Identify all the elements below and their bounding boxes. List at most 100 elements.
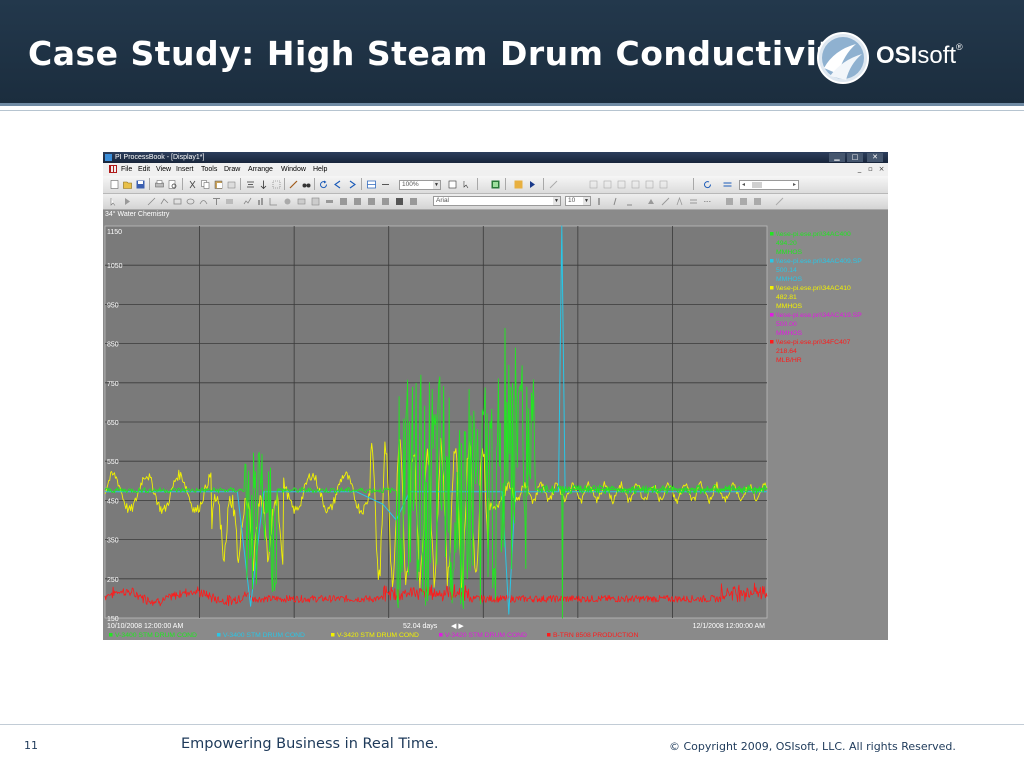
rectangle-tool-icon[interactable]	[173, 197, 182, 206]
legend-swatch	[770, 259, 774, 263]
menu-insert[interactable]: Insert	[176, 166, 194, 173]
print-icon[interactable]	[155, 180, 164, 189]
rotate-tool-icon[interactable]	[753, 197, 762, 206]
menu-help[interactable]: Help	[313, 166, 328, 173]
header-divider	[0, 103, 1024, 106]
maximize-button[interactable]: □	[847, 153, 863, 162]
minimize-button[interactable]: ▁	[829, 153, 845, 162]
xy-plot-tool-icon[interactable]	[269, 197, 278, 206]
grid-tool-icon[interactable]	[339, 197, 348, 206]
run-mode-icon[interactable]	[491, 180, 500, 189]
menu-window[interactable]: Window	[281, 166, 306, 173]
button-tool-icon[interactable]	[297, 197, 306, 206]
bar-tool-icon[interactable]	[256, 197, 265, 206]
link-tool-icon[interactable]	[325, 197, 334, 206]
back-arrow-icon[interactable]	[333, 180, 342, 189]
line-tool-icon[interactable]	[147, 197, 156, 206]
footer-tagline: Empowering Business in Real Time.	[181, 736, 439, 752]
disabled-tool-icon	[645, 180, 654, 189]
y-tick-label: 850	[107, 342, 119, 349]
legend-units: MLB/HR	[776, 357, 802, 364]
zoom-tool-icon[interactable]	[725, 197, 734, 206]
build-mode-icon[interactable]	[514, 180, 523, 189]
pointer-icon[interactable]	[123, 197, 132, 206]
trend-chart[interactable]: 1150 1050 950 850 750 650 550 450 350 250 150 \\ese…	[103, 210, 888, 640]
window-icon[interactable]	[448, 180, 457, 189]
pan-tool-icon[interactable]	[739, 197, 748, 206]
line-style-icon[interactable]	[703, 197, 712, 206]
document-icon[interactable]	[109, 165, 117, 173]
font-name-select[interactable]: Arial ▼	[433, 196, 561, 206]
y-tick-label: 550	[107, 459, 119, 466]
underline-icon[interactable]	[625, 197, 634, 206]
trend-refresh-icon[interactable]	[703, 180, 712, 189]
arc-tool-icon[interactable]	[199, 197, 208, 206]
line-color-icon[interactable]	[661, 197, 670, 206]
binoculars-icon[interactable]	[302, 180, 311, 189]
trend-display[interactable]: 1150 1050 950 850 750 650 550 450 350 250 150 \\ese…	[103, 210, 888, 640]
delete-icon[interactable]	[227, 180, 236, 189]
control-tool-icon[interactable]	[353, 197, 362, 206]
forward-arrow-icon[interactable]	[348, 180, 357, 189]
open-icon[interactable]	[123, 180, 132, 189]
close-button[interactable]: ✕	[867, 153, 883, 162]
play-icon[interactable]	[528, 180, 537, 189]
align-icon[interactable]	[246, 180, 255, 189]
refresh-icon[interactable]	[319, 180, 328, 189]
save-icon[interactable]	[136, 180, 145, 189]
zoom-icon[interactable]	[381, 180, 390, 189]
text-tool-icon[interactable]	[212, 197, 221, 206]
menu-edit[interactable]: Edit	[138, 166, 151, 173]
end-time-label: 12/1/2008 12:00:00 AM	[693, 623, 766, 630]
time-span-label: 52.04 days	[403, 623, 438, 630]
toolbar-separator	[149, 178, 150, 190]
calc-tool-icon[interactable]	[367, 197, 376, 206]
menu-draw[interactable]: Draw	[224, 166, 241, 173]
image-tool-icon[interactable]	[311, 197, 320, 206]
paste-icon[interactable]	[214, 180, 223, 189]
time-nav-arrows[interactable]: ◀ ▶	[451, 623, 464, 630]
time-range-icon[interactable]	[723, 180, 732, 189]
time-scroll-bar[interactable]: ◂ ▸	[739, 180, 799, 190]
table-tool-icon[interactable]	[381, 197, 390, 206]
cut-icon[interactable]	[188, 180, 197, 189]
menu-tools[interactable]: Tools	[201, 166, 218, 173]
cursor-help-icon[interactable]	[463, 180, 472, 189]
print-preview-icon[interactable]	[168, 180, 177, 189]
text-color-icon[interactable]	[675, 197, 684, 206]
batch-tool-icon[interactable]	[395, 197, 404, 206]
tool-icon[interactable]	[289, 180, 298, 189]
menu-arrange[interactable]: Arrange	[248, 166, 273, 173]
italic-icon[interactable]	[611, 197, 620, 206]
line-width-icon[interactable]	[689, 197, 698, 206]
value-tool-icon[interactable]	[225, 197, 234, 206]
menu-file[interactable]: File	[121, 166, 133, 173]
symbol-tool-icon[interactable]	[283, 197, 292, 206]
toolbar-separator	[361, 178, 362, 190]
order-icon[interactable]	[259, 180, 268, 189]
toolbar-separator	[505, 178, 506, 190]
window-titlebar[interactable]: PI ProcessBook - [Display1*] ▁ □ ✕	[103, 152, 888, 163]
mdi-restore-button[interactable]: ▫	[868, 165, 873, 173]
layout-icon[interactable]	[367, 180, 376, 189]
legend-tag: \\ese-pi.ese.pri\34AC410	[776, 285, 851, 292]
y-tick-label: 750	[107, 381, 119, 388]
fill-color-icon[interactable]	[647, 197, 656, 206]
legend-value: 494.20	[776, 240, 797, 247]
font-size-select[interactable]: 10 ▼	[565, 196, 591, 206]
ellipse-tool-icon[interactable]	[186, 197, 195, 206]
trend-tool-icon[interactable]	[243, 197, 252, 206]
group-icon[interactable]	[272, 180, 281, 189]
new-icon[interactable]	[110, 180, 119, 189]
zoom-select[interactable]: 100% ▼	[399, 180, 441, 190]
copy-icon[interactable]	[201, 180, 210, 189]
select-arrow-icon[interactable]	[110, 197, 119, 206]
menu-view[interactable]: View	[156, 166, 172, 173]
shape-tool-icon[interactable]	[409, 197, 418, 206]
mdi-close-button[interactable]: ×	[878, 165, 885, 173]
format-tool-icon[interactable]	[775, 197, 784, 206]
mdi-minimize-button[interactable]: _	[857, 165, 862, 173]
polyline-tool-icon[interactable]	[160, 197, 169, 206]
bold-icon[interactable]	[597, 197, 606, 206]
logo-wordmark: OSIsoft®	[876, 42, 963, 69]
